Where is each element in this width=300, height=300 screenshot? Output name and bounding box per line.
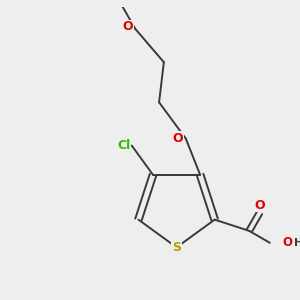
Text: O: O: [254, 199, 265, 212]
Text: O: O: [282, 236, 292, 249]
Text: O: O: [122, 20, 133, 33]
Text: H: H: [294, 238, 300, 248]
Text: S: S: [172, 241, 181, 254]
Text: O: O: [173, 132, 184, 145]
Text: Cl: Cl: [117, 139, 131, 152]
